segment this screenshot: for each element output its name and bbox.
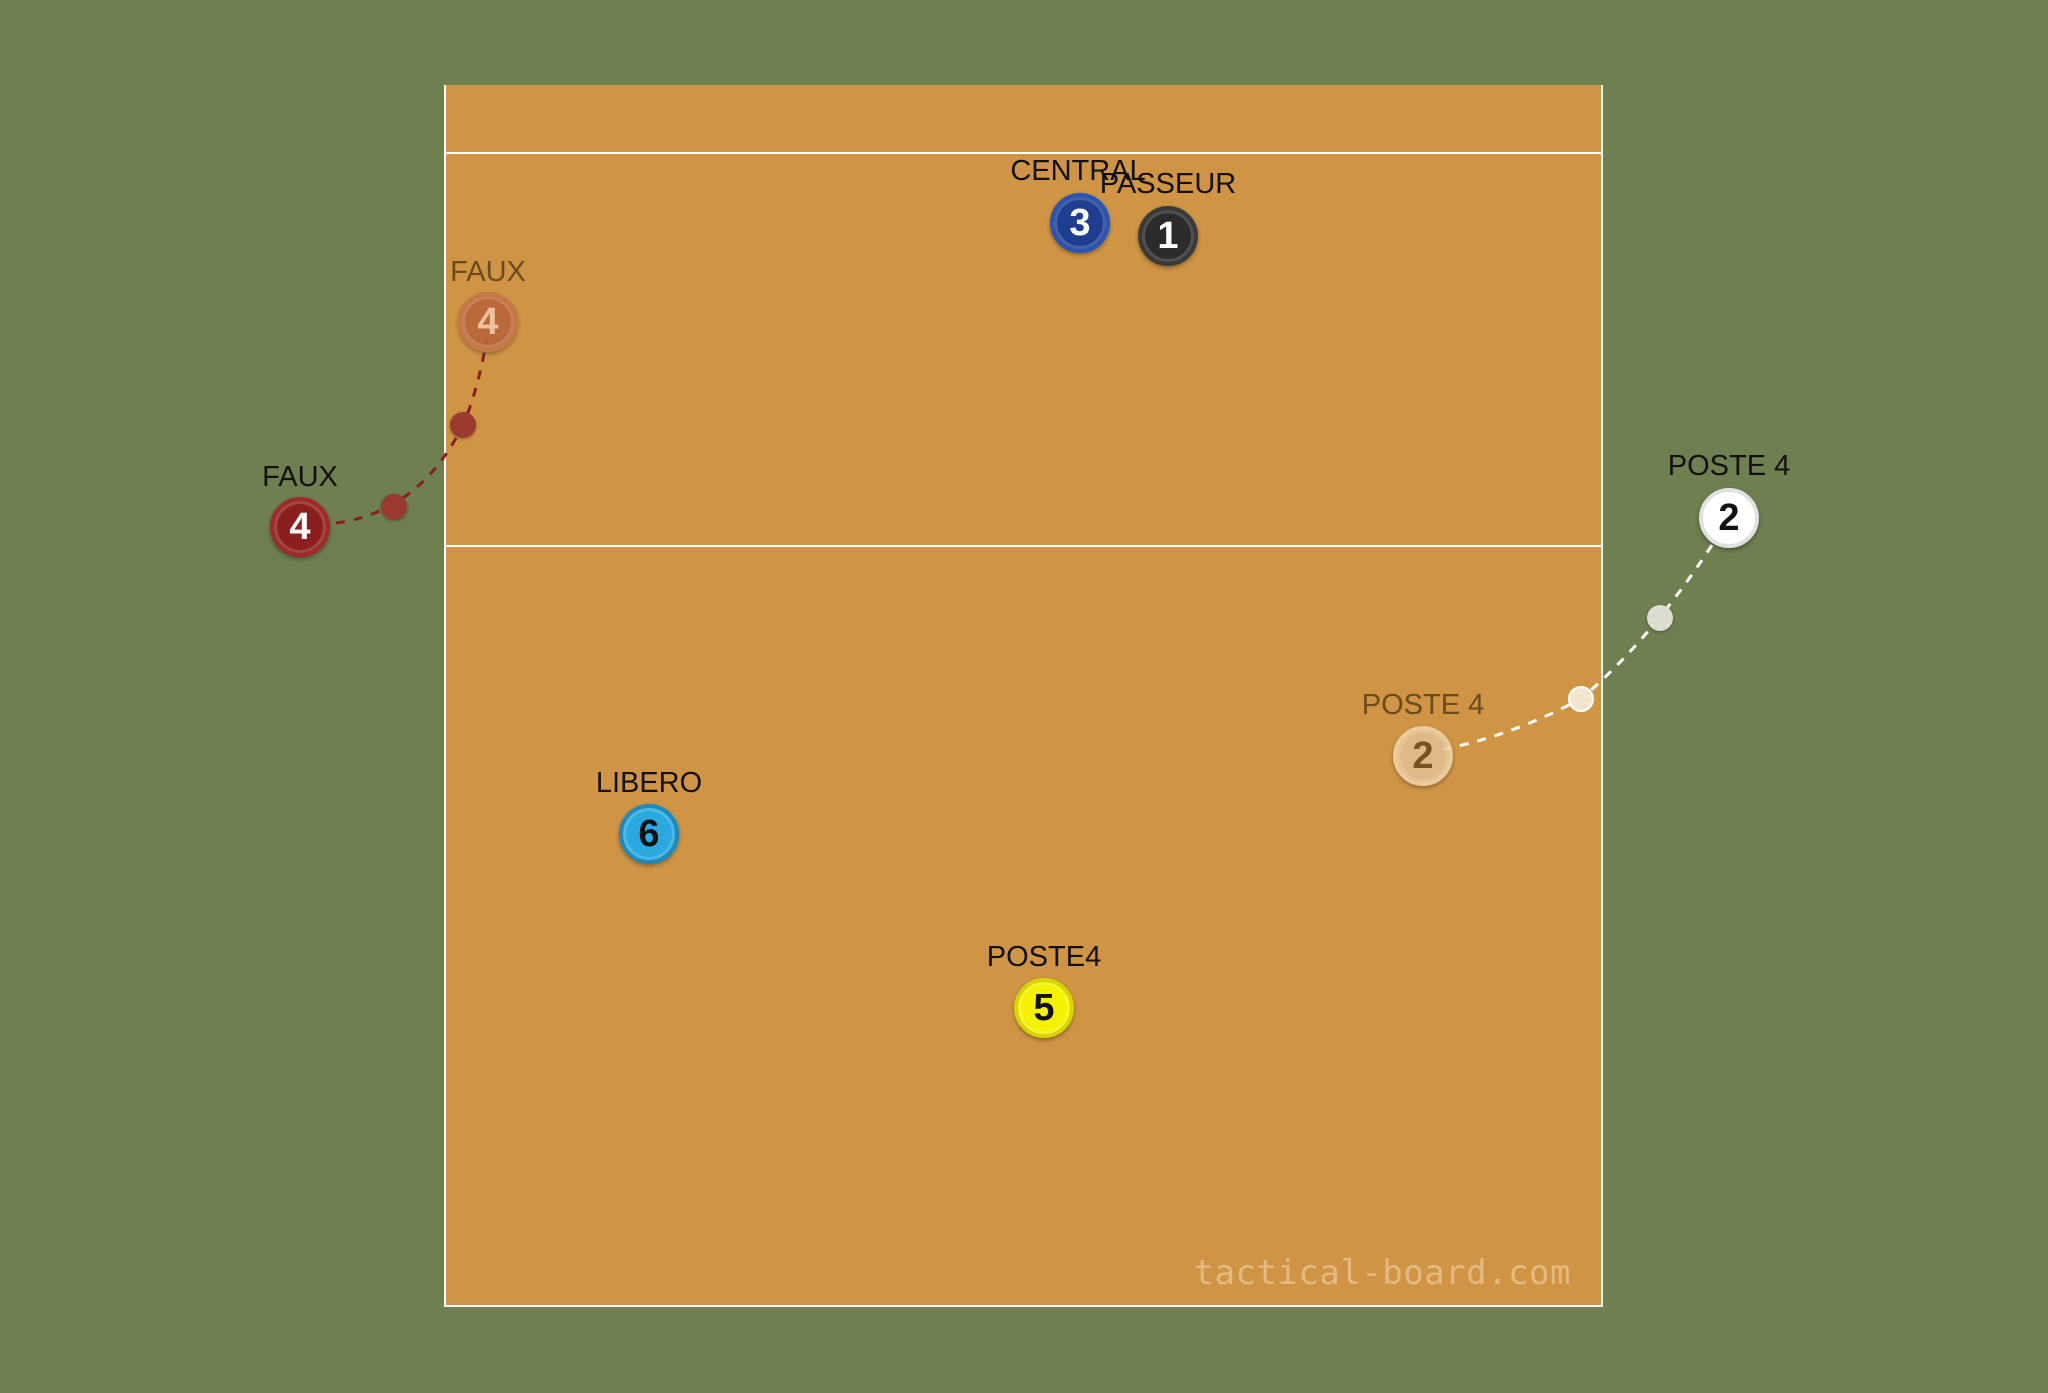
poste4-waypoint-2[interactable]	[1568, 686, 1594, 712]
volleyball-court: tactical-board.com	[444, 85, 1603, 1307]
player-token[interactable]: 4	[458, 292, 518, 352]
player-label: FAUX	[450, 256, 526, 288]
player-token[interactable]: 2	[1699, 488, 1759, 548]
player-token[interactable]: 6	[619, 804, 679, 864]
faux-move-path[interactable]	[335, 337, 489, 525]
player-label: POSTE 4	[1361, 689, 1485, 721]
player-token[interactable]: 3	[1050, 193, 1110, 253]
player-label: POSTE4	[986, 941, 1102, 973]
poste4-waypoint-1[interactable]	[1647, 605, 1673, 631]
player-token[interactable]: 2	[1393, 726, 1453, 786]
player-token[interactable]: 5	[1014, 978, 1074, 1038]
player-token[interactable]: 4	[270, 497, 330, 557]
player-label: FAUX	[262, 461, 338, 493]
faux-waypoint-2[interactable]	[450, 412, 476, 438]
center-line	[446, 545, 1601, 547]
attack-line-top	[446, 152, 1601, 154]
player-token[interactable]: 1	[1138, 206, 1198, 266]
watermark: tactical-board.com	[1193, 1253, 1571, 1293]
faux-waypoint-1[interactable]	[381, 494, 407, 520]
player-label: POSTE 4	[1667, 450, 1791, 482]
player-label: CENTRAL	[1010, 155, 1146, 187]
player-label: LIBERO	[595, 767, 703, 799]
player-label: PASSEUR	[1099, 168, 1237, 200]
